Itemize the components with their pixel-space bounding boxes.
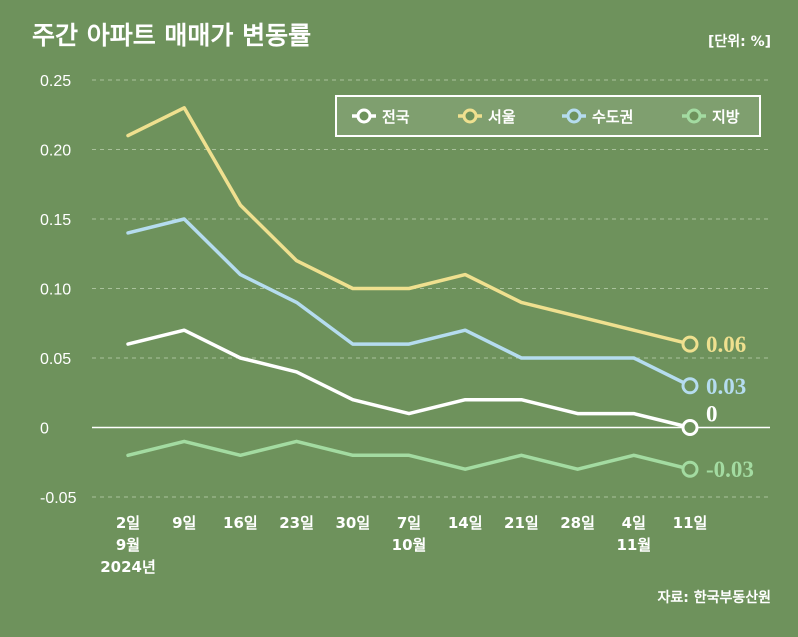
x-axis-ticks: 2일 9월 2024년 9일 16일 23일 30일 7일 10월 14일 21일 28일 4일 11월 1… xyxy=(100,514,707,576)
chart-title: 주간 아파트 매매가 변동률 xyxy=(32,21,311,50)
y-tick-label: -0.05 xyxy=(40,490,77,507)
legend-swatch-marker xyxy=(356,108,372,124)
x-tick-label: 9월 xyxy=(116,536,140,554)
x-tick-label: 23일 xyxy=(279,514,314,532)
y-tick-label: 0 xyxy=(40,421,49,438)
legend-swatch-marker xyxy=(462,108,478,124)
x-tick-label: 2일 xyxy=(116,514,140,532)
x-tick-label: 11일 xyxy=(673,514,708,532)
x-tick-label: 21일 xyxy=(504,514,539,532)
end-value-label: 0 xyxy=(706,402,718,427)
x-tick-label: 9일 xyxy=(172,514,196,532)
legend-swatch-marker xyxy=(686,108,702,124)
x-tick-label: 10월 xyxy=(392,536,427,554)
legend-label: 지방 xyxy=(712,108,740,126)
y-axis-ticks: 0.25 0.20 0.15 0.10 0.05 0 -0.05 xyxy=(40,73,77,507)
end-marker xyxy=(681,419,699,436)
y-tick-label: 0.25 xyxy=(40,73,71,90)
end-marker xyxy=(681,377,699,395)
grid-lines xyxy=(92,79,770,498)
x-tick-label: 7일 xyxy=(397,514,421,532)
source-label: 자료: 한국부동산원 xyxy=(657,589,771,606)
unit-label: [단위: %] xyxy=(708,33,771,50)
end-value-label: 0.06 xyxy=(706,332,746,357)
end-value-label: 0.03 xyxy=(706,374,746,399)
y-tick-label: 0.10 xyxy=(40,282,71,299)
end-marker xyxy=(681,335,699,353)
series-line-수도권 xyxy=(126,217,692,388)
x-tick-label: 30일 xyxy=(335,514,370,532)
end-marker xyxy=(681,460,699,478)
series-line-서울 xyxy=(126,106,692,346)
legend: 전국 서울 수도권 지방 xyxy=(335,95,761,137)
end-value-label: -0.03 xyxy=(706,457,754,482)
series-lines: -0.03 0.03 0.06 0 xyxy=(126,106,754,482)
x-tick-label: 16일 xyxy=(223,514,258,532)
y-tick-label: 0.15 xyxy=(40,212,71,229)
x-tick-label: 2024년 xyxy=(100,558,156,576)
legend-swatch-marker xyxy=(566,108,582,124)
x-tick-label: 4일 xyxy=(622,514,646,532)
y-tick-label: 0.05 xyxy=(40,351,71,368)
legend-label: 수도권 xyxy=(592,108,633,126)
x-tick-label: 11월 xyxy=(616,536,651,554)
legend-label: 전국 xyxy=(382,108,410,126)
legend-label: 서울 xyxy=(488,108,516,126)
x-tick-label: 14일 xyxy=(448,514,483,532)
y-tick-label: 0.20 xyxy=(40,143,71,160)
x-tick-label: 28일 xyxy=(560,514,595,532)
